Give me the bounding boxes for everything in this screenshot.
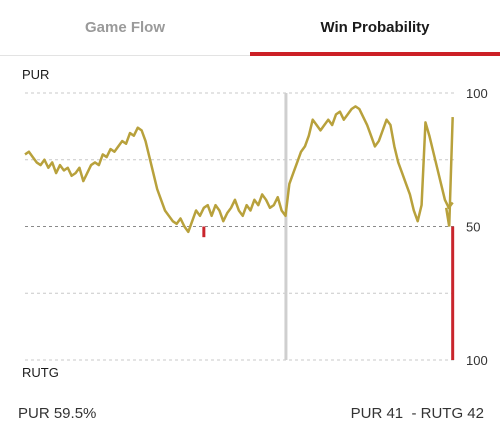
tab-game-flow[interactable]: Game Flow (0, 0, 250, 55)
axis-label-bottom: 100 (466, 353, 488, 368)
score: PUR 41 - RUTG 42 (350, 405, 484, 422)
active-tab-indicator (250, 52, 500, 56)
tab-win-probability-label: Win Probability (320, 19, 430, 36)
probability-series-line (24, 105, 454, 234)
probability-end-spike (444, 116, 454, 227)
tab-bar: Game Flow Win Probability (0, 0, 500, 56)
top-team-label: PUR (22, 67, 50, 82)
tab-win-probability[interactable]: Win Probability (250, 0, 500, 56)
tab-game-flow-label: Game Flow (84, 19, 166, 36)
bottom-team-label: RUTG (22, 365, 59, 380)
win-probability-value: PUR 59.5% (18, 405, 97, 422)
probability-line (24, 105, 455, 360)
axis-label-middle: 50 (466, 220, 480, 235)
axis-label-top: 100 (466, 86, 488, 101)
